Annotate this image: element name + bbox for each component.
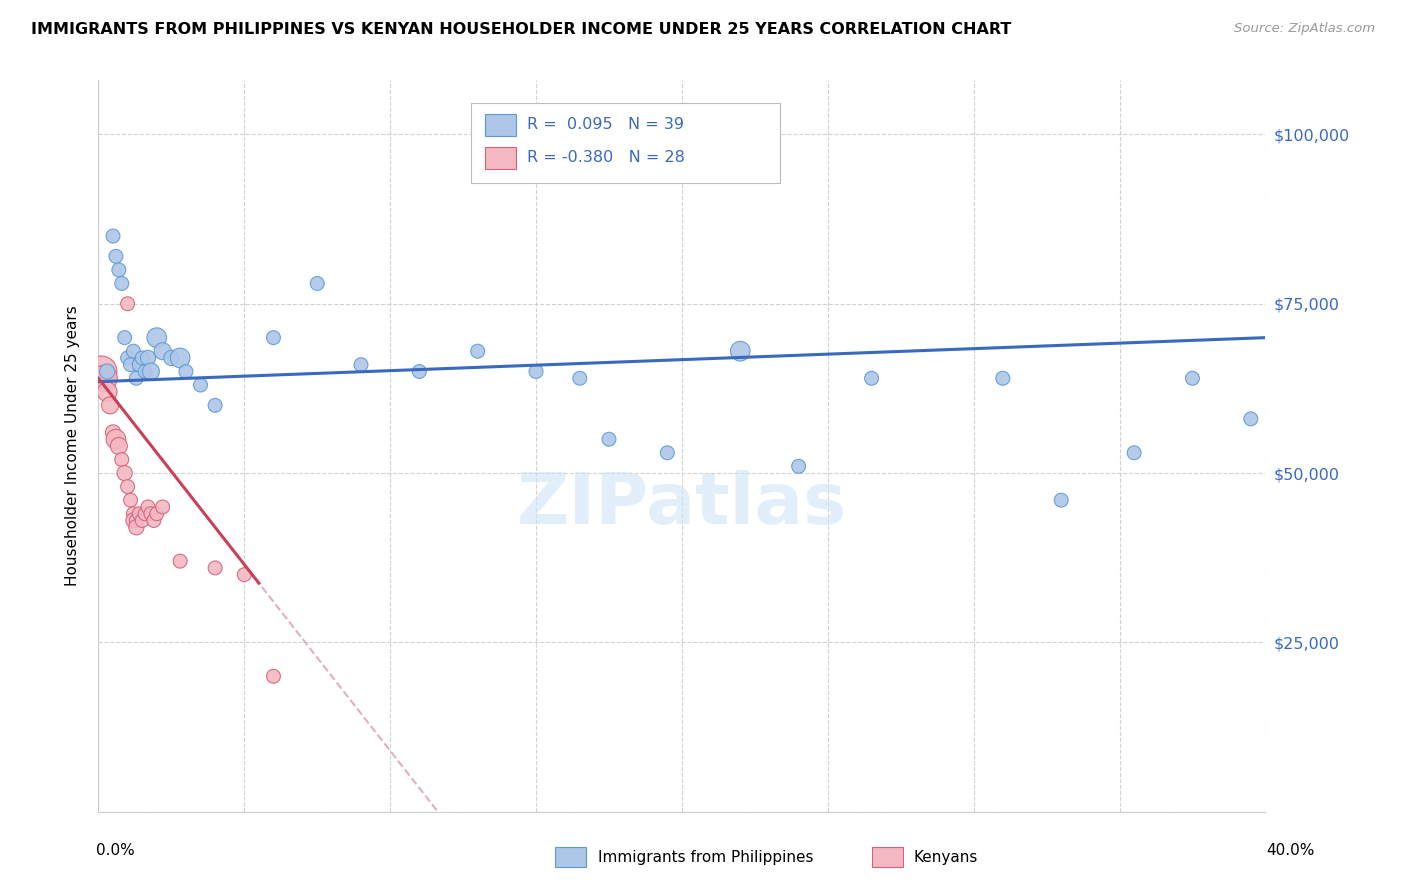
Point [114, 331, 136, 345]
Point [131, 351, 153, 365]
Point [467, 344, 489, 359]
Point [204, 398, 226, 412]
Point [146, 331, 169, 345]
Point [657, 446, 679, 460]
Point [117, 297, 139, 311]
Point [131, 514, 153, 528]
Point [125, 371, 148, 385]
Point [120, 493, 142, 508]
Point [93, 371, 115, 385]
Text: Immigrants from Philippines: Immigrants from Philippines [598, 850, 813, 864]
Point [111, 452, 134, 467]
Text: Kenyans: Kenyans [914, 850, 979, 864]
Text: 0.0%: 0.0% [96, 843, 135, 858]
Point [262, 331, 284, 345]
Text: R =  0.095   N = 39: R = 0.095 N = 39 [527, 118, 685, 132]
Point [233, 567, 256, 582]
Point [174, 364, 197, 378]
Point [1050, 493, 1073, 508]
Point [101, 425, 124, 440]
Point [146, 507, 169, 521]
Point [122, 514, 145, 528]
Point [190, 378, 212, 392]
Point [134, 507, 156, 521]
Point [96, 384, 118, 399]
Text: Source: ZipAtlas.com: Source: ZipAtlas.com [1234, 22, 1375, 36]
Y-axis label: Householder Income Under 25 years: Householder Income Under 25 years [65, 306, 80, 586]
Point [120, 358, 142, 372]
Point [152, 344, 174, 359]
Point [125, 514, 148, 528]
Point [730, 344, 752, 359]
Point [122, 344, 145, 359]
Point [787, 459, 810, 474]
Point [139, 507, 162, 521]
Point [104, 432, 127, 446]
Point [169, 554, 191, 568]
Point [122, 507, 145, 521]
Point [134, 364, 156, 378]
Point [1181, 371, 1204, 385]
Point [90, 364, 112, 378]
Point [128, 507, 150, 521]
Point [152, 500, 174, 514]
Point [136, 500, 159, 514]
Point [1240, 412, 1263, 426]
Point [524, 364, 547, 378]
Text: R = -0.380   N = 28: R = -0.380 N = 28 [527, 151, 685, 165]
Point [204, 561, 226, 575]
Point [860, 371, 883, 385]
Point [111, 277, 134, 291]
Point [125, 520, 148, 534]
Point [142, 514, 165, 528]
Point [991, 371, 1014, 385]
Text: 40.0%: 40.0% [1267, 843, 1315, 858]
Point [160, 351, 183, 365]
Point [598, 432, 620, 446]
Point [136, 351, 159, 365]
Point [98, 398, 121, 412]
Point [139, 364, 162, 378]
Point [568, 371, 591, 385]
Point [307, 277, 329, 291]
Point [117, 480, 139, 494]
Point [108, 263, 131, 277]
Point [101, 229, 124, 244]
Text: ZIPatlas: ZIPatlas [517, 470, 846, 539]
Point [350, 358, 373, 372]
Point [262, 669, 284, 683]
Point [108, 439, 131, 453]
Point [1123, 446, 1146, 460]
Point [96, 364, 118, 378]
Point [128, 358, 150, 372]
Point [104, 249, 127, 263]
Text: IMMIGRANTS FROM PHILIPPINES VS KENYAN HOUSEHOLDER INCOME UNDER 25 YEARS CORRELAT: IMMIGRANTS FROM PHILIPPINES VS KENYAN HO… [31, 22, 1011, 37]
Point [408, 364, 430, 378]
Point [114, 466, 136, 480]
Point [169, 351, 191, 365]
Point [117, 351, 139, 365]
